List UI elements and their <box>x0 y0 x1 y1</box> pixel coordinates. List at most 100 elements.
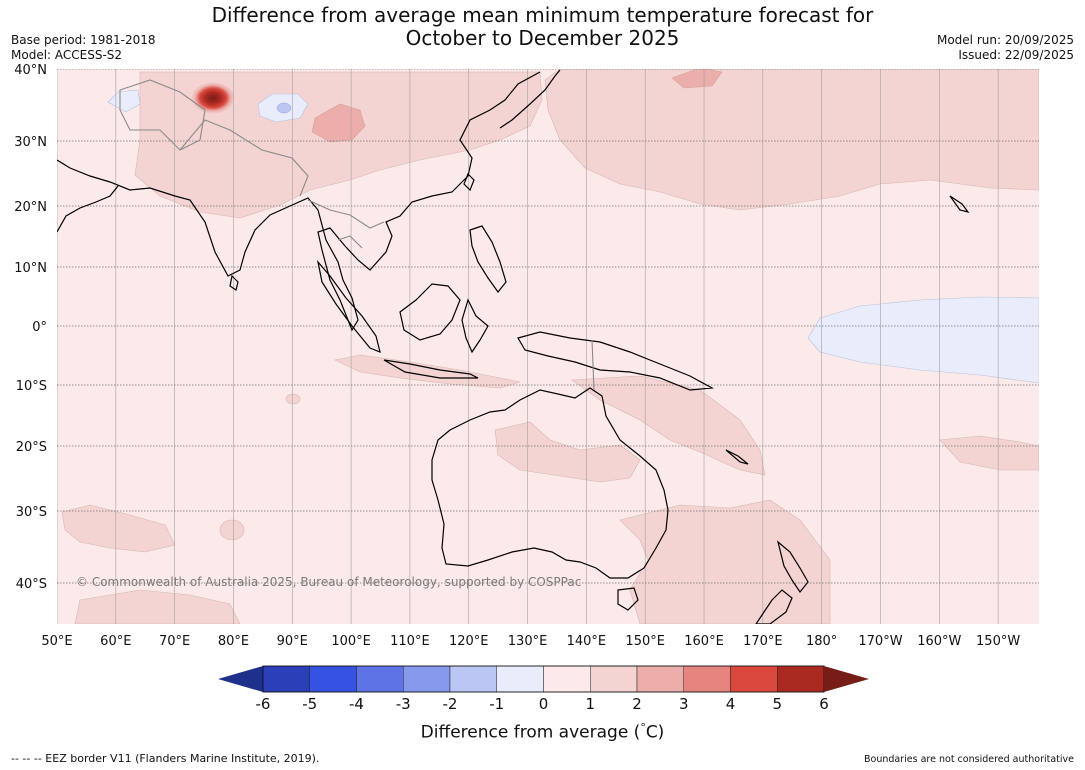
coastline-sumatra <box>316 259 381 353</box>
coastline-java <box>383 359 479 379</box>
anomaly-hotspot <box>191 82 235 114</box>
colorbar-tick-label: -6 <box>256 695 271 713</box>
issued-date: Issued: 22/09/2025 <box>958 48 1074 62</box>
lon-label: 170°E <box>743 634 783 649</box>
coastlines <box>57 69 970 624</box>
map-title: Difference from average mean minimum tem… <box>0 4 1085 50</box>
colorbar-tick-label: -4 <box>349 695 364 713</box>
lon-label: 110°E <box>390 634 430 649</box>
colorbar-tick-label: 2 <box>632 695 642 713</box>
anomaly-region-south-west <box>74 589 241 624</box>
colorbar-swatch <box>590 665 638 693</box>
lon-label: 150°W <box>976 634 1020 649</box>
coastline-tasmania <box>617 587 639 611</box>
lat-label: 10°N <box>14 261 47 276</box>
coastline-new-caledonia <box>725 449 749 465</box>
colorbar-tick-label: -5 <box>302 695 317 713</box>
colorbar-swatch <box>496 665 544 693</box>
border-southeast-asia <box>307 199 385 229</box>
lon-label: 180° <box>806 634 837 649</box>
coastline-taiwan <box>463 172 475 192</box>
lon-label: 100°E <box>331 634 371 649</box>
lon-label: 160°W <box>917 634 961 649</box>
lon-label: 130°E <box>508 634 548 649</box>
copyright-notice: © Commonwealth of Australia 2025, Bureau… <box>76 575 581 589</box>
coastline-borneo <box>399 283 461 341</box>
colorbar-swatch <box>309 665 357 693</box>
lon-label: 170°W <box>858 634 902 649</box>
lat-label: 0° <box>32 320 47 335</box>
coastline-sulawesi <box>461 298 489 354</box>
run-info: Model run: 20/09/2025 Issued: 22/09/2025 <box>937 33 1074 63</box>
colorbar-tick-label: 6 <box>819 695 829 713</box>
lat-label: 40°S <box>16 577 47 592</box>
lat-label: 40°N <box>14 63 47 78</box>
lon-label: 150°E <box>625 634 665 649</box>
coastline-sri-lanka <box>229 274 239 291</box>
border-mainland-sea <box>337 235 363 249</box>
colorbar-tick-label: -1 <box>489 695 504 713</box>
coastline-asia-mainland <box>57 71 541 332</box>
colorbar-label-unit: C) <box>645 722 665 743</box>
coastline-philippines <box>469 225 507 293</box>
lon-label: 60°E <box>100 634 131 649</box>
colorbar-swatch <box>636 665 684 693</box>
lon-label: 120°E <box>449 634 489 649</box>
title-line-1: Difference from average mean minimum tem… <box>211 3 874 27</box>
border-png <box>591 339 595 391</box>
anomaly-region-coral-sea <box>571 375 766 476</box>
border-india <box>179 119 309 197</box>
lon-axis-labels: 50°E 60°E 70°E 80°E 90°E 100°E 110°E 120°E 130°E… <box>41 634 1020 649</box>
lat-label: 10°S <box>16 379 47 394</box>
lat-label: 20°N <box>14 200 47 215</box>
degree-symbol: ° <box>640 721 646 734</box>
colorbar-swatch <box>403 665 451 693</box>
coastline-new-zealand-south <box>755 589 793 624</box>
colorbar-tick-label: -2 <box>443 695 458 713</box>
coastline-arabia <box>57 185 119 233</box>
lon-label: 80°E <box>218 634 249 649</box>
colorbar-tick-label: 0 <box>539 695 549 713</box>
colorbar-tick-label: 3 <box>679 695 689 713</box>
colorbar-label: Difference from average (°C) <box>0 721 1085 743</box>
colorbar-tick-label: -3 <box>396 695 411 713</box>
lon-label: 70°E <box>159 634 190 649</box>
colorbar-swatch <box>449 665 497 693</box>
coastline-new-guinea <box>517 331 715 391</box>
colorbar-tick-label: 4 <box>726 695 736 713</box>
coastline-japan <box>499 69 561 129</box>
eez-note: -- -- -- EEZ border V11 (Flanders Marine… <box>11 752 320 765</box>
graticule <box>57 69 1039 624</box>
anomaly-region-maritime <box>334 354 521 389</box>
model-run: Model run: 20/09/2025 <box>936 33 1074 47</box>
anomaly-region-south-east <box>939 435 1039 471</box>
lon-label: 90°E <box>277 634 308 649</box>
lat-axis-labels: 40°N 30°N 20°N 10°N 0° 10°S 20°S 30°S 40°S <box>14 63 47 592</box>
anomaly-region-aleutian <box>671 69 723 89</box>
colorbar-swatch <box>543 665 591 693</box>
anomaly-region-inland-australia <box>494 421 641 483</box>
colorbar-tick-label: 5 <box>772 695 782 713</box>
anomaly-region-small-west <box>219 519 245 541</box>
anomaly-region-tibet-core <box>276 102 292 114</box>
colorbar-label-text: Difference from average ( <box>420 722 641 743</box>
model-name: Model: ACCESS-S2 <box>11 48 123 62</box>
anomaly-region-china <box>311 103 366 143</box>
border-central-asia <box>119 79 206 151</box>
country-borders <box>119 79 595 391</box>
anomaly-region-indian-ocean-spot <box>285 393 301 405</box>
colorbar-tick-label: 1 <box>585 695 595 713</box>
coastline-hawaii <box>949 195 970 213</box>
coastline-australia <box>431 387 669 579</box>
coastline-new-zealand-north <box>776 540 809 594</box>
anomaly-region-equatorial-pacific <box>807 296 1039 384</box>
title-line-2: October to December 2025 <box>405 26 680 50</box>
lon-label: 160°E <box>684 634 724 649</box>
lon-label: 50°E <box>41 634 72 649</box>
colorbar-swatch <box>683 665 731 693</box>
anomaly-fills <box>61 69 1039 624</box>
anomaly-region-north-pacific <box>544 69 1039 211</box>
base-period: Base period: 1981-2018 <box>11 33 156 47</box>
colorbar-swatch <box>356 665 404 693</box>
lat-label: 30°S <box>16 505 47 520</box>
